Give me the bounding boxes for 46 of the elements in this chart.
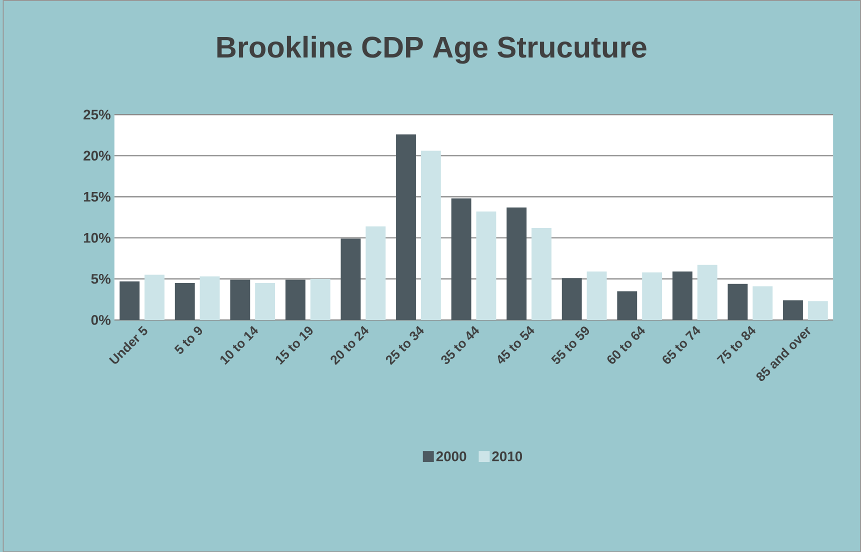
bar — [642, 272, 662, 320]
x-tick-label: 25 to 34 — [386, 326, 424, 365]
legend-label: 2010 — [492, 451, 522, 462]
bar — [728, 284, 748, 320]
bar — [174, 282, 195, 320]
y-tick-label: 25% — [84, 110, 111, 120]
bar — [120, 281, 140, 320]
bar — [617, 291, 638, 320]
x-tick-label: 75 to 84 — [716, 326, 756, 364]
legend-label: 2000 — [436, 451, 466, 462]
bar — [255, 282, 276, 320]
y-tick-label: 20% — [84, 150, 111, 161]
bar — [396, 134, 416, 320]
bar — [420, 150, 441, 320]
bar — [697, 264, 718, 320]
x-tick-label: 55 to 59 — [551, 326, 590, 364]
bar — [310, 278, 330, 320]
x-tick-label: 15 to 19 — [276, 326, 313, 365]
y-tick-label: 5% — [91, 274, 111, 284]
bar — [200, 276, 220, 320]
x-tick-label: 45 to 54 — [498, 326, 534, 364]
bar — [783, 300, 803, 320]
bar — [230, 280, 250, 320]
x-tick-label: 10 to 14 — [220, 326, 258, 365]
x-tick-label: 60 to 64 — [607, 326, 646, 364]
bar — [808, 300, 828, 320]
bar — [532, 228, 552, 320]
bar — [672, 271, 692, 320]
x-tick-label: 35 to 44 — [441, 326, 480, 364]
bar — [340, 238, 361, 320]
bar — [562, 278, 582, 320]
chart-title: Brookline CDP Age Strucuture — [217, 36, 646, 64]
bar — [476, 211, 496, 320]
x-tick-label: 65 to 74 — [662, 326, 700, 364]
y-tick-label: 15% — [84, 192, 111, 202]
bar — [506, 207, 527, 320]
bar — [285, 280, 306, 320]
bar — [586, 271, 607, 320]
bar — [752, 286, 773, 320]
y-tick-label: 10% — [84, 232, 111, 243]
y-tick-label: 0% — [91, 314, 111, 325]
x-tick-label: 20 to 24 — [330, 326, 369, 365]
bar — [451, 198, 472, 320]
bar — [144, 274, 164, 320]
bar — [366, 226, 386, 320]
x-tick-label: 5 to 9 — [174, 326, 202, 354]
